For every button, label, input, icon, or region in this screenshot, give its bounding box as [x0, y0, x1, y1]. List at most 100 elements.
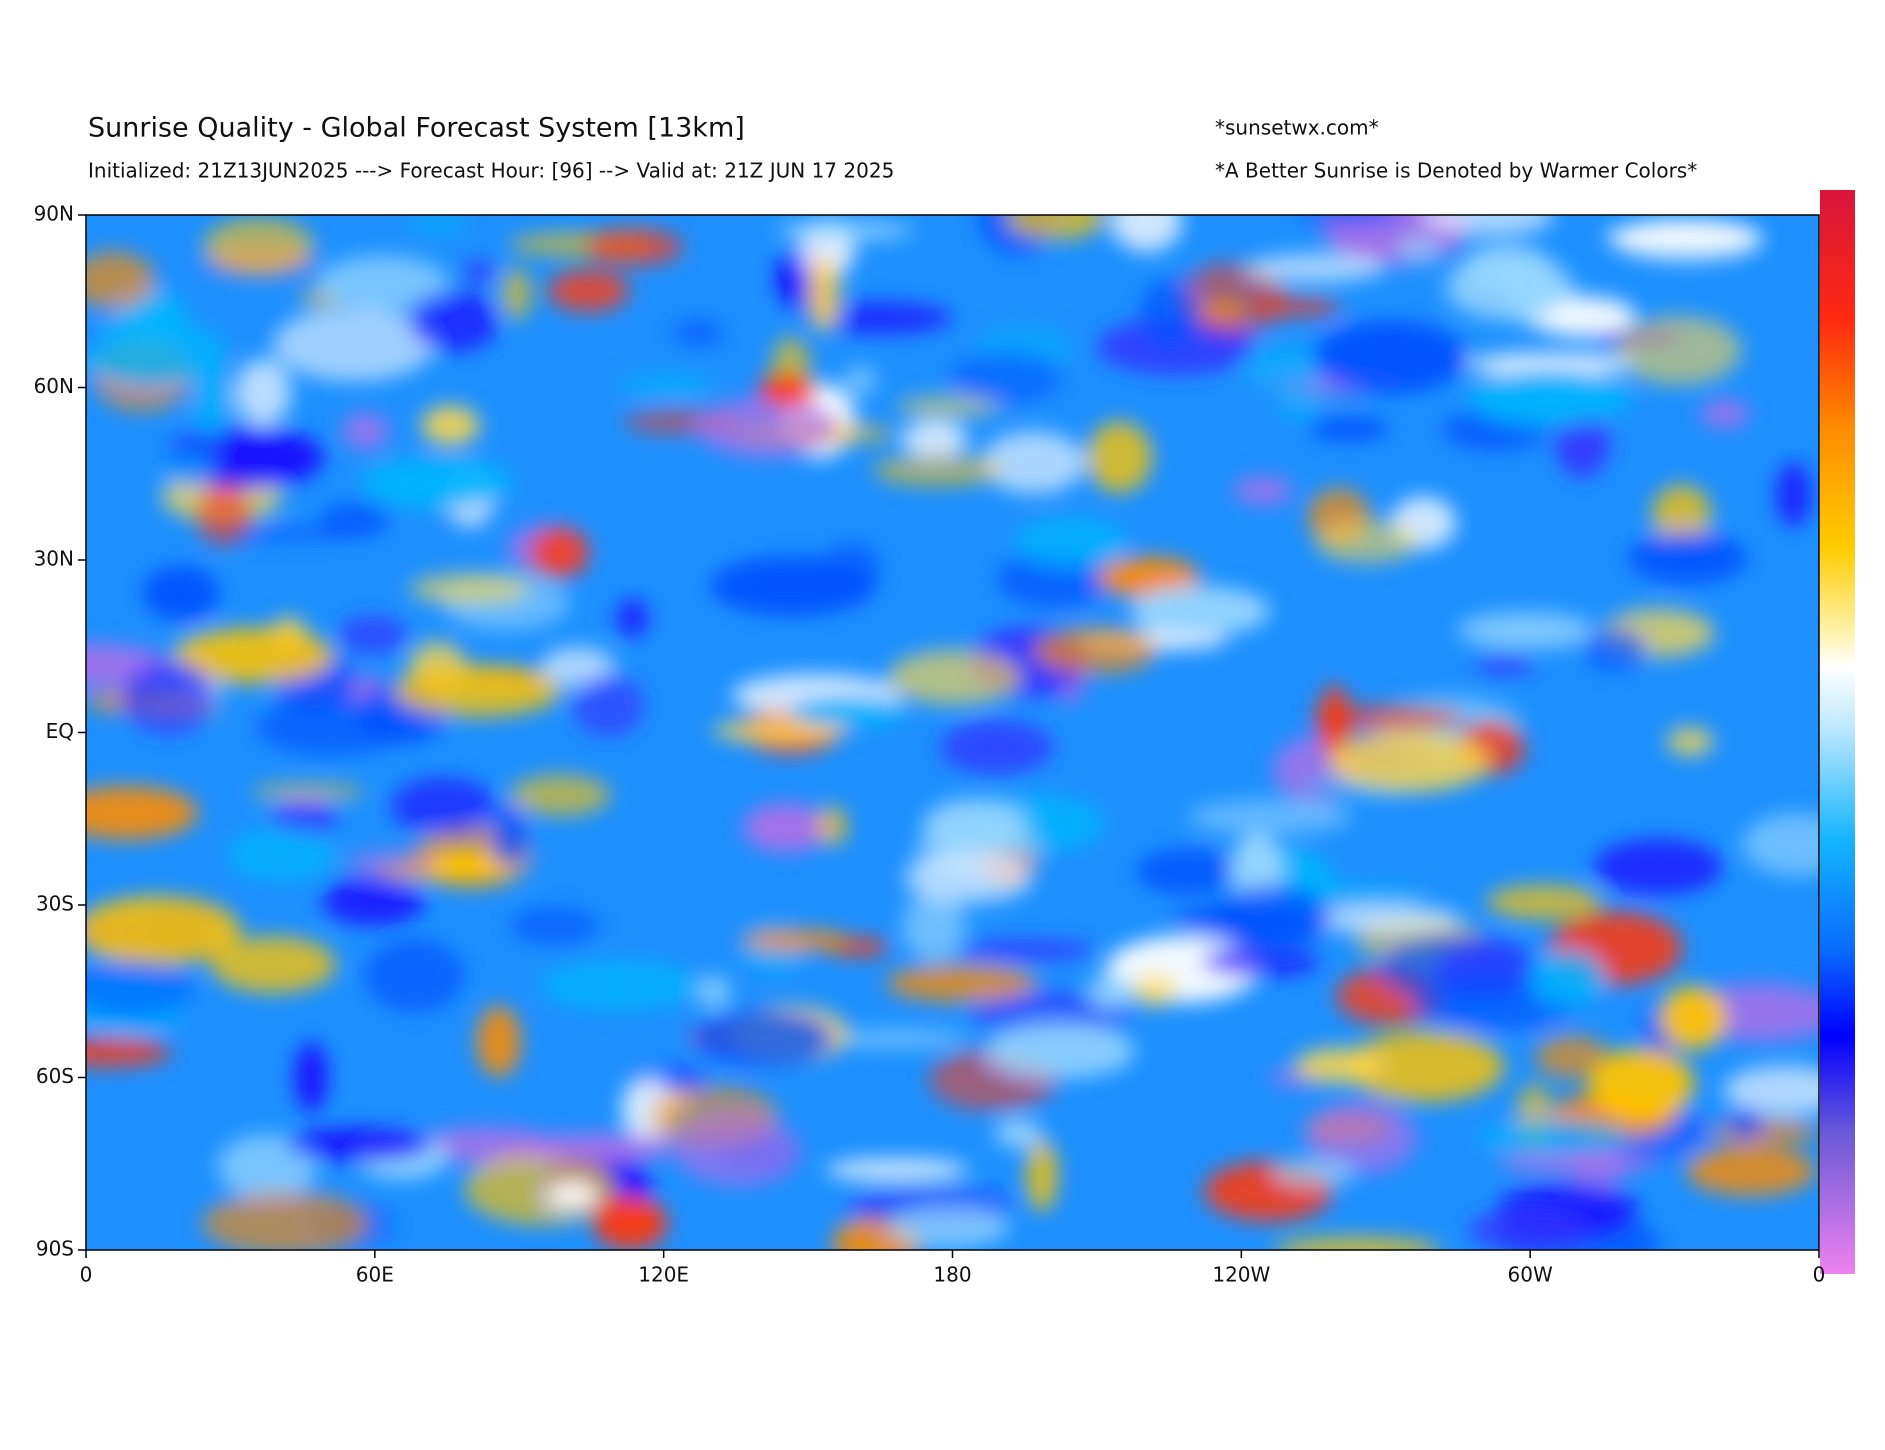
- field-blob: [546, 1180, 599, 1211]
- subtitle: Initialized: 21Z13JUN2025 ---> Forecast …: [88, 159, 894, 183]
- field-blob: [1457, 611, 1596, 650]
- field-blob: [390, 776, 497, 836]
- field-blob: [235, 359, 291, 426]
- field-blob: [1242, 346, 1327, 389]
- field-blob: [1593, 838, 1723, 896]
- field-blob: [823, 540, 883, 595]
- field-blob: [161, 448, 215, 487]
- field-blob: [887, 649, 1022, 705]
- field-blob: [922, 798, 1028, 856]
- field-blob: [509, 905, 601, 946]
- field-blob: [1498, 1152, 1657, 1173]
- field-blob: [1700, 399, 1750, 428]
- field-blob: [538, 960, 701, 1011]
- field-blob: [476, 1005, 522, 1077]
- field-blob: [674, 1116, 801, 1187]
- field-blob: [287, 1128, 432, 1162]
- field-blob: [1188, 799, 1352, 835]
- field-blob: [1329, 731, 1490, 793]
- field-blob: [294, 1041, 328, 1113]
- field-blob: [86, 1037, 171, 1068]
- field-blob: [904, 851, 1033, 904]
- field-blob: [1615, 315, 1742, 386]
- field-blob: [572, 673, 645, 738]
- field-blob: [86, 319, 228, 387]
- field-blob: [697, 975, 731, 1010]
- field-blob: [1232, 476, 1294, 505]
- lat-label: 90S: [36, 1237, 74, 1261]
- field-blob: [1651, 484, 1712, 545]
- field-blob: [316, 255, 449, 311]
- field-blob: [817, 805, 848, 846]
- note: *A Better Sunrise is Denoted by Warmer C…: [1215, 159, 1697, 183]
- field-blob: [1032, 627, 1158, 675]
- lon-label: 120E: [638, 1263, 689, 1287]
- field-blob: [1005, 215, 1108, 240]
- field-blob: [342, 413, 390, 450]
- field-blob: [408, 290, 499, 353]
- field-blob: [530, 526, 590, 579]
- field-blob: [1475, 1119, 1631, 1155]
- field-blob: [202, 1191, 370, 1250]
- field-blob: [1307, 417, 1391, 442]
- field-blob: [886, 1204, 1010, 1249]
- field-blob: [1271, 1158, 1357, 1187]
- field-blob: [1727, 1106, 1765, 1139]
- field-blob: [872, 454, 1004, 487]
- field-blob: [338, 615, 408, 654]
- field-blob: [1135, 848, 1238, 895]
- field-blob: [1658, 985, 1728, 1050]
- field-blob: [195, 485, 253, 546]
- field-blob: [1211, 884, 1332, 951]
- field-blob: [956, 940, 1097, 960]
- field-blob: [359, 456, 514, 510]
- field-blob: [808, 256, 840, 332]
- field-blob: [757, 373, 816, 407]
- lat-label: 30S: [36, 892, 74, 916]
- field-blob: [1627, 532, 1749, 585]
- field-blob: [1468, 1210, 1590, 1250]
- field-blob: [1294, 1047, 1384, 1084]
- field-blob: [318, 501, 391, 539]
- field-blob: [788, 695, 910, 728]
- field-blob: [203, 217, 315, 275]
- field-blob: [346, 849, 437, 878]
- field-blob: [251, 783, 365, 801]
- field-blob: [1422, 215, 1555, 236]
- field-blob: [901, 420, 968, 458]
- field-blob: [1666, 727, 1714, 756]
- field-blob: [1467, 368, 1632, 427]
- lon-label: 60E: [356, 1263, 394, 1287]
- field-blob: [1588, 1048, 1695, 1121]
- field-blob: [743, 803, 830, 853]
- field-blob: [1310, 906, 1462, 934]
- field-blob: [1486, 884, 1602, 920]
- field-blob: [616, 597, 649, 638]
- field-blob: [407, 215, 468, 234]
- lat-label: 60N: [34, 374, 74, 398]
- lat-label: 30N: [34, 547, 74, 571]
- field-blob: [460, 261, 498, 283]
- colorbar: [1820, 190, 1855, 1274]
- field-blob: [842, 365, 877, 396]
- field-blob: [509, 774, 611, 816]
- field-blob: [1087, 974, 1136, 1011]
- field-blob: [822, 1029, 969, 1048]
- lon-label: 60W: [1508, 1263, 1553, 1287]
- lat-label: 60S: [36, 1064, 74, 1088]
- field-blob: [1086, 421, 1153, 493]
- field-blob: [896, 395, 1001, 418]
- field-blob: [1013, 517, 1128, 568]
- lon-label: 180: [933, 1263, 971, 1287]
- field-blob: [693, 1009, 835, 1068]
- field-blob: [409, 573, 531, 605]
- field-blob: [142, 565, 221, 622]
- field-blob: [985, 1022, 1136, 1079]
- field-blob: [1129, 585, 1270, 637]
- field-blob: [1396, 236, 1442, 264]
- field-blob: [547, 269, 630, 312]
- field-blob: [712, 719, 848, 743]
- field-blob: [1314, 520, 1419, 564]
- field-blob: [902, 892, 966, 962]
- field-blob: [825, 1158, 969, 1182]
